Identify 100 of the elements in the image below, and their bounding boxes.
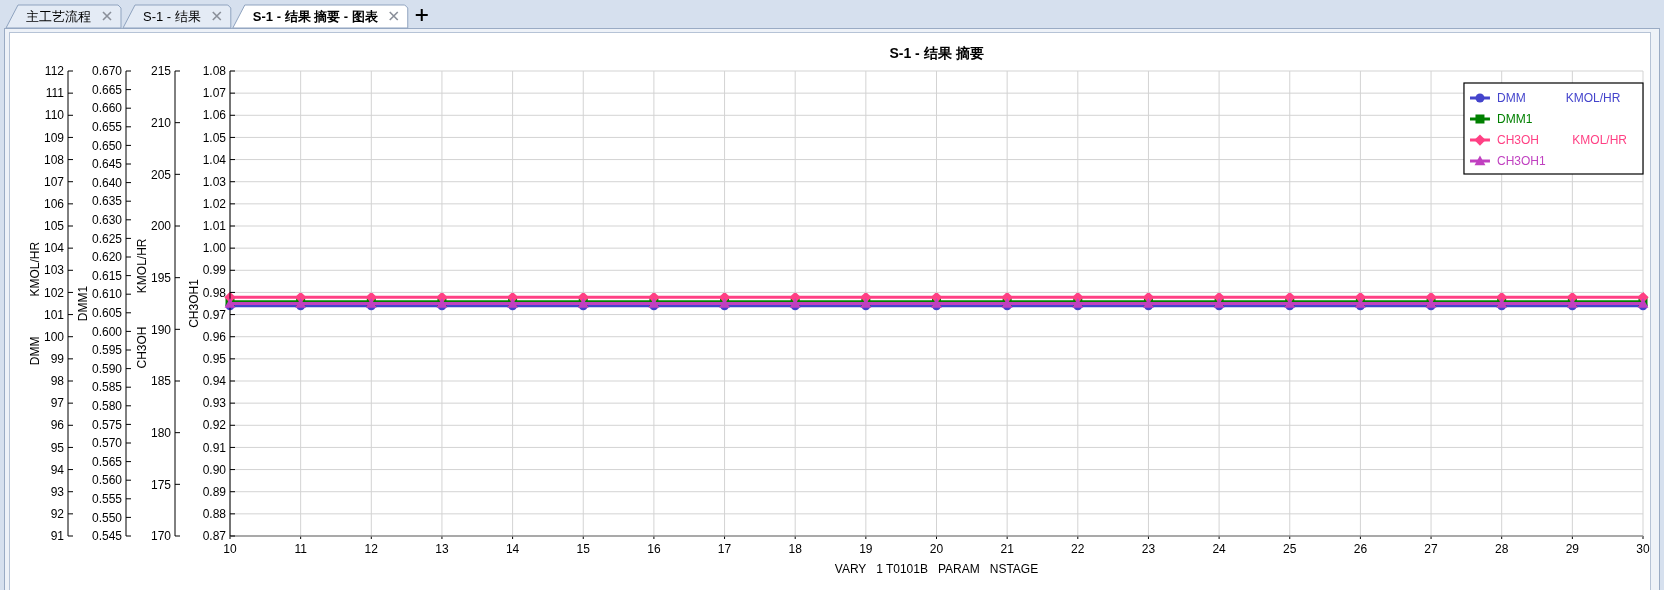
y2-tick-label: 0.635 [91,194,123,209]
x-tick-label: 24 [1212,542,1227,556]
x-tick-label: 25 [1283,542,1297,556]
y-tick-label: 0.99 [202,263,227,278]
y-tick-label: 0.96 [202,329,227,344]
y3-axis-title: CH3OH KMOL/HR [134,238,149,369]
x-tick-label: 10 [223,542,237,556]
y-tick-label: 1.07 [202,86,227,101]
y2-tick-label: 0.615 [91,268,123,283]
y-tick-label: 1.03 [202,174,227,189]
y-tick-label: 1.04 [202,152,227,167]
y-tick-label: 0.90 [202,462,227,477]
y2-axis-title: DMM1 [75,285,90,322]
y-tick-label: 1.00 [202,241,227,256]
y-tick-label: 1.05 [202,130,227,145]
y-tick-label: 109 [43,130,65,145]
y3-tick-label: 200 [150,219,172,234]
y2-tick-label: 0.550 [91,510,123,525]
y-tick-label: 107 [43,174,65,189]
y-tick-label: 104 [43,241,65,256]
y-tick-label: 94 [50,462,65,477]
x-tick-label: 22 [1071,542,1085,556]
y2-tick-label: 0.555 [91,492,123,506]
y2-tick-label: 0.570 [91,436,123,451]
y2-tick-label: 0.610 [91,287,123,302]
y3-tick-label: 175 [150,477,172,492]
y-tick-label: 110 [44,108,65,123]
y-tick-label: 105 [43,219,65,234]
y2-tick-label: 0.665 [91,82,123,97]
y-tick-label: 103 [43,263,65,278]
y-tick-label: 98 [50,374,65,389]
y-tick-label: 0.97 [202,307,227,322]
y2-tick-label: 0.670 [91,64,123,79]
x-tick-label: 19 [859,542,873,556]
y-tick-label: 0.92 [202,418,227,433]
x-tick-label: 21 [1000,542,1015,556]
x-tick-label: 13 [435,542,449,556]
chart-title: S-1 - 结果 摘要 [889,45,984,61]
x-tick-label: 16 [647,542,661,556]
y-tick-label: 0.88 [202,507,227,522]
y-tick-label: 1.02 [202,197,227,212]
y-tick-label: 0.98 [202,285,227,300]
y2-tick-label: 0.655 [91,120,123,134]
y-tick-label: 112 [44,64,65,79]
y2-tick-label: 0.545 [91,529,123,544]
legend-label: CH3OH1 [1496,154,1546,169]
y2-tick-label: 0.560 [91,473,123,488]
y-tick-label: 99 [50,352,65,367]
y-tick-label: 92 [50,507,65,522]
legend-label: CH3OH KMOL/HR [1496,133,1628,148]
x-tick-label: 20 [929,542,944,556]
y-tick-label: 96 [50,418,65,433]
y-tick-label: 91 [50,529,65,544]
y2-tick-label: 0.575 [91,417,123,432]
y2-tick-label: 0.630 [91,213,123,227]
x-tick-label: 23 [1141,542,1156,556]
y2-tick-label: 0.650 [91,138,123,153]
y2-tick-label: 0.605 [91,306,123,320]
y2-tick-label: 0.580 [91,399,123,413]
y-axis-title: DMM KMOL/HR [27,241,42,366]
y-tick-label: 102 [43,285,65,300]
y3-tick-label: 205 [150,167,172,182]
x-tick-label: 27 [1424,542,1439,556]
y2-tick-label: 0.595 [91,343,123,358]
y-tick-label: 0.95 [202,352,227,367]
y3-tick-label: 210 [150,115,172,130]
x-tick-label: 17 [717,542,732,556]
y-tick-label: 100 [43,329,65,344]
y3-tick-label: 195 [150,270,172,285]
y-tick-label: 1.08 [202,64,227,79]
y3-tick-label: 215 [150,64,172,79]
y-tick-label: 93 [50,484,65,499]
y-tick-label: 0.94 [202,374,227,389]
y-tick-label: 1.06 [202,108,227,123]
y-tick-label: 0.93 [202,396,227,411]
x-tick-label: 15 [576,542,591,556]
x-axis-title: VARY 1 T0101B PARAM NSTAGE [834,562,1039,576]
y-axis-title: CH3OH1 [186,278,201,328]
y2-tick-label: 0.565 [91,454,123,469]
y3-tick-label: 170 [150,529,172,544]
x-tick-label: 14 [505,542,520,556]
y-tick-label: 0.87 [202,529,227,544]
x-tick-label: 18 [788,542,803,556]
legend-label: DMM1 [1496,112,1533,127]
x-tick-label: 29 [1565,542,1580,556]
text: S-1 - 结果 [143,9,201,24]
y-tick-label: 111 [45,86,65,101]
y3-tick-label: 185 [150,374,172,389]
y-tick-label: 97 [50,396,65,411]
x-tick-label: 11 [294,542,308,556]
y2-tick-label: 0.625 [91,231,123,246]
y2-tick-label: 0.640 [91,175,123,190]
y-tick-label: 106 [43,197,65,212]
text: 主工艺流程 [26,9,91,24]
y-tick-label: 0.91 [202,440,227,455]
y-tick-label: 101 [43,307,65,322]
y2-tick-label: 0.600 [91,324,123,339]
x-tick-label: 28 [1495,542,1509,556]
y2-tick-label: 0.620 [91,250,123,265]
y-tick-label: 0.89 [202,484,227,499]
